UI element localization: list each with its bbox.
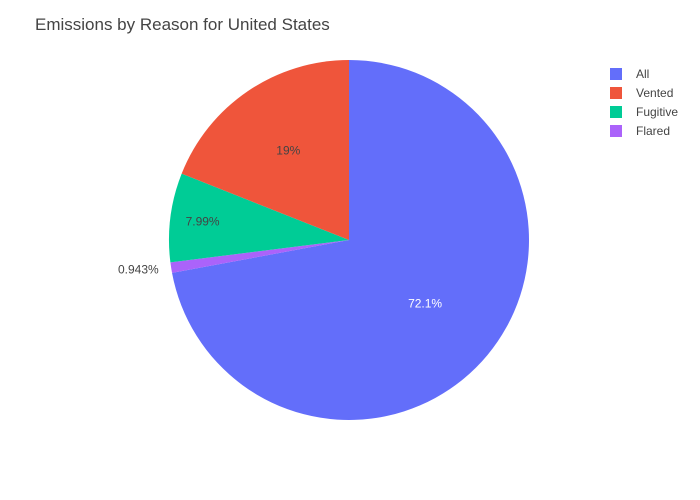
legend-label-fugitive: Fugitive: [636, 105, 678, 119]
legend: All Vented Fugitive Flared: [610, 67, 678, 138]
slice-label-vented: 19%: [276, 144, 300, 158]
slice-label-flared: 0.943%: [118, 263, 159, 277]
chart-title: Emissions by Reason for United States: [35, 15, 330, 34]
legend-swatch-all: [610, 68, 622, 80]
legend-label-all: All: [636, 67, 649, 81]
legend-item-fugitive[interactable]: Fugitive: [610, 105, 678, 119]
slice-label-all: 72.1%: [408, 296, 442, 310]
legend-item-flared[interactable]: Flared: [610, 124, 670, 138]
pie-slice-fugitive[interactable]: [168, 173, 349, 263]
legend-swatch-flared: [610, 125, 622, 137]
pie-slice-flared[interactable]: [170, 240, 349, 273]
pie-slices: [168, 60, 530, 421]
legend-item-vented[interactable]: Vented: [610, 86, 673, 100]
legend-label-vented: Vented: [636, 86, 673, 100]
slice-label-fugitive: 7.99%: [186, 214, 220, 228]
legend-swatch-fugitive: [610, 106, 622, 118]
legend-label-flared: Flared: [636, 124, 670, 138]
pie-slice-vented[interactable]: [181, 60, 349, 240]
pie-slice-labels: 72.1% 0.943% 7.99% 19%: [118, 144, 442, 311]
legend-swatch-vented: [610, 87, 622, 99]
pie-slice-all[interactable]: [172, 60, 530, 421]
legend-item-all[interactable]: All: [610, 67, 649, 81]
